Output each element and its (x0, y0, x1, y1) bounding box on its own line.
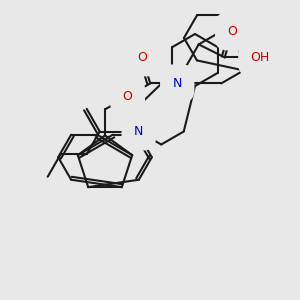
Text: N: N (134, 125, 143, 138)
Text: O: O (123, 90, 133, 103)
Text: O: O (137, 51, 147, 64)
Text: O: O (228, 25, 237, 38)
Text: N: N (172, 77, 182, 90)
Text: OH: OH (251, 51, 270, 64)
